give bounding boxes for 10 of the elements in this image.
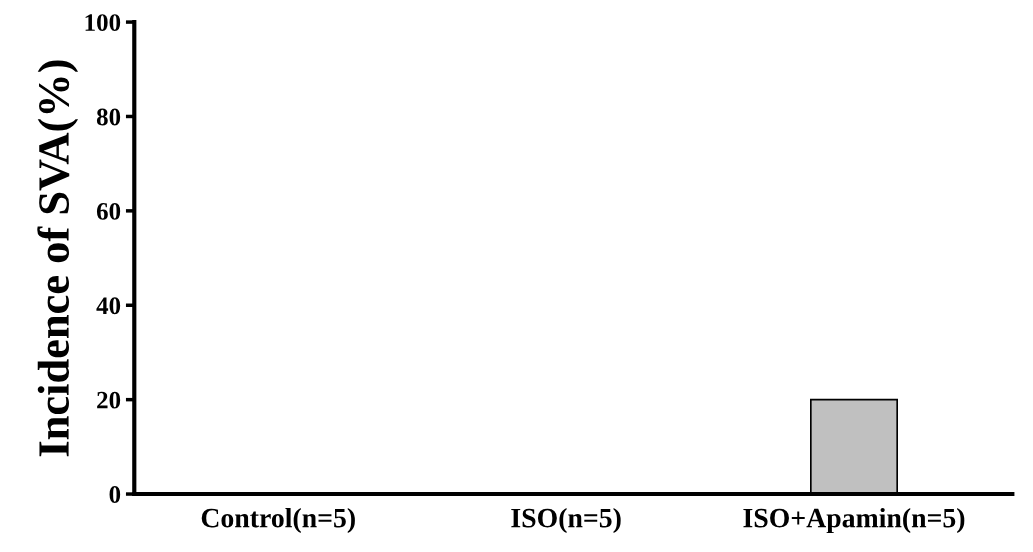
y-tick-label: 80 [96,108,121,126]
y-axis-title: Incidence of SVA(%) [37,60,79,457]
y-tick-label: 20 [97,391,121,409]
x-tick-label: ISO(n=5) [511,507,621,534]
y-tick-label: 0 [109,486,121,503]
x-tick-label: Control(n=5) [201,507,355,534]
y-tick-label: 40 [96,297,121,315]
y-tick-label: 100 [85,14,121,31]
y-tick-label: 60 [96,202,121,220]
x-tick-label: ISO+Apamin(n=5) [743,507,965,534]
